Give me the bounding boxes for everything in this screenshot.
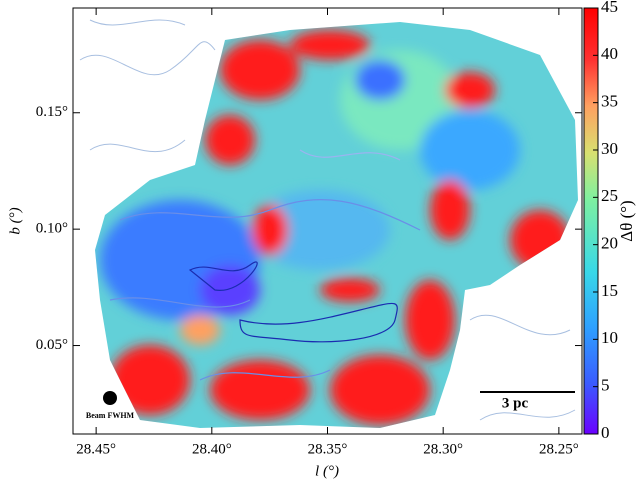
colorbar-tick-label: 15 <box>601 281 618 300</box>
y-tick-label: 0.10° <box>36 221 68 237</box>
x-tick-label: 28.35° <box>308 441 348 457</box>
scale-bar-label: 3 pc <box>502 395 529 411</box>
x-axis-label: l (°) <box>315 463 339 479</box>
beam-label: Beam FWHM <box>86 411 135 420</box>
colorbar <box>584 8 598 434</box>
dispersion-map <box>90 20 585 435</box>
colorbar-tick-label: 25 <box>601 186 618 205</box>
colorbar-label: Δθ (°) <box>617 200 636 241</box>
colorbar-tick-label: 45 <box>601 0 618 16</box>
colorbar-tick-label: 0 <box>601 423 610 442</box>
chart: Beam FWHM 3 pc l (°) b (°) Δθ (°) 28.45°… <box>0 0 641 487</box>
colorbar-tick-label: 20 <box>601 234 618 253</box>
x-tick-label: 28.40° <box>192 441 232 457</box>
colorbar-tick-label: 30 <box>601 139 618 158</box>
y-tick-label: 0.15° <box>36 104 68 120</box>
x-tick-label: 28.45° <box>76 441 116 457</box>
beam <box>103 391 117 405</box>
x-tick-label: 28.30° <box>423 441 463 457</box>
colorbar-tick-label: 40 <box>601 44 618 63</box>
x-tick-label: 28.25° <box>539 441 579 457</box>
colorbar-tick-label: 35 <box>601 92 618 111</box>
y-axis-label: b (°) <box>7 207 23 234</box>
colorbar-tick-label: 10 <box>601 328 618 347</box>
colorbar-tick-label: 5 <box>601 376 610 395</box>
y-tick-label: 0.05° <box>36 337 68 353</box>
